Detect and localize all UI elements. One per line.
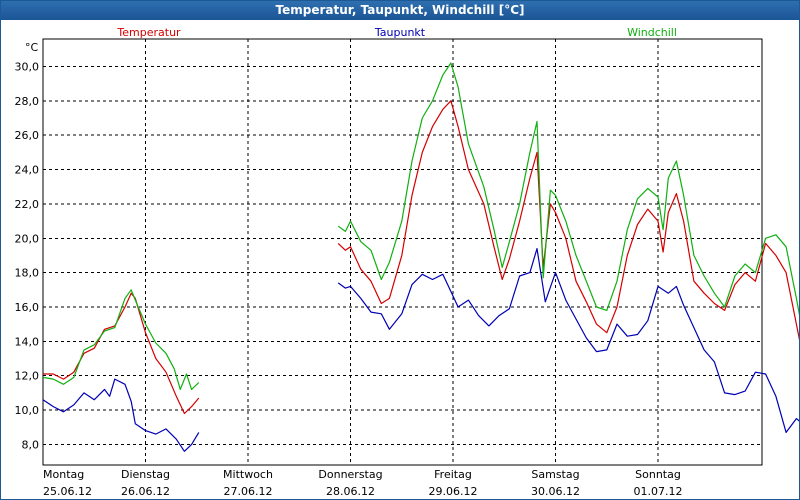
- window-title: Temperatur, Taupunkt, Windchill [°C]: [1, 1, 799, 20]
- y-tick-label: 30,0: [15, 60, 40, 73]
- x-tick-day: Freitag: [434, 468, 472, 481]
- legend-temperatur: Temperatur: [116, 26, 181, 39]
- x-tick-day: Samstag: [531, 468, 579, 481]
- x-tick-day: Donnerstag: [318, 468, 382, 481]
- y-tick-label: 16,0: [15, 301, 40, 314]
- x-tick-date: 26.06.12: [121, 485, 170, 498]
- y-tick-label: 18,0: [15, 267, 40, 280]
- series-line-temperatur: [337, 100, 799, 341]
- x-tick-day: Mittwoch: [223, 468, 273, 481]
- y-tick-label: 22,0: [15, 198, 40, 211]
- x-tick-date: 27.06.12: [224, 485, 273, 498]
- y-tick-label: 24,0: [15, 164, 40, 177]
- x-tick-day: Sonntag: [635, 468, 681, 481]
- x-tick-day: Dienstag: [121, 468, 170, 481]
- series-line-taupunkt: [42, 378, 200, 452]
- series-line-taupunkt: [337, 248, 799, 433]
- y-tick-label: 20,0: [15, 232, 40, 245]
- x-tick-date: 01.07.12: [634, 485, 683, 498]
- y-tick-label: 12,0: [15, 370, 40, 383]
- y-tick-label: 8,0: [22, 438, 40, 451]
- y-axis-unit: °C: [25, 41, 39, 54]
- y-tick-label: 28,0: [15, 95, 40, 108]
- weather-chart: 8,0 10,0 12,0 14,0 16,0 18,0 20,0 22,0 24,0 26,0 2…: [15, 26, 799, 498]
- series-line-temperatur: [43, 292, 200, 415]
- x-tick-date: 25.06.12: [43, 485, 92, 498]
- y-tick-label: 10,0: [15, 404, 40, 417]
- legend-taupunkt: Taupunkt: [374, 26, 426, 39]
- x-tick-day: Montag: [43, 468, 84, 481]
- x-tick-date: 29.06.12: [429, 485, 478, 498]
- series-line-windchill: [42, 289, 200, 390]
- legend-windchill: Windchill: [627, 26, 677, 39]
- x-tick-date: 30.06.12: [531, 485, 580, 498]
- y-tick-label: 14,0: [15, 335, 40, 348]
- series-line-windchill: [337, 62, 799, 316]
- x-tick-date: 28.06.12: [326, 485, 375, 498]
- y-tick-label: 26,0: [15, 129, 40, 142]
